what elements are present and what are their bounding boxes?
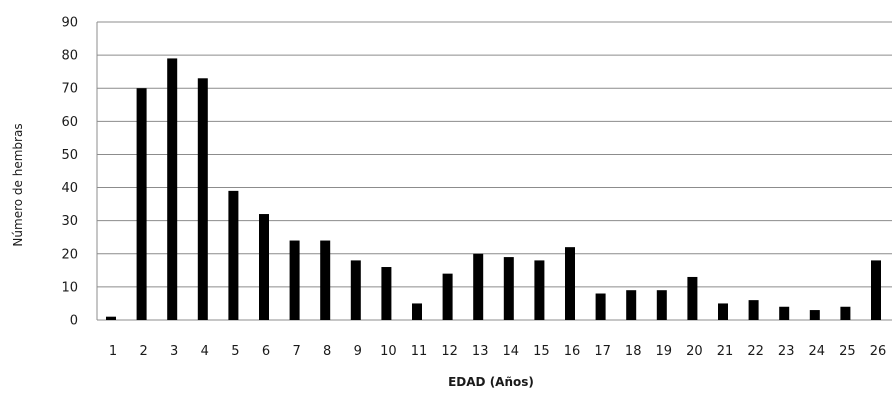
x-tick-label: 7 [292, 344, 300, 359]
bar-age-25 [840, 306, 851, 320]
x-tick-label: 12 [441, 344, 458, 359]
bar-age-16 [565, 247, 575, 320]
bar-age-11 [412, 303, 422, 320]
x-tick-label: 15 [533, 344, 550, 359]
x-tick-label: 14 [503, 344, 520, 359]
bar-age-6 [259, 214, 269, 320]
x-tick-label: 17 [594, 344, 611, 359]
bar-age-15 [534, 260, 545, 320]
x-tick-label: 9 [354, 344, 362, 359]
bar-age-13 [473, 253, 484, 320]
bar-age-26 [871, 260, 881, 320]
bar-age-12 [442, 273, 453, 320]
bar-age-22 [748, 300, 759, 320]
x-tick-label: 24 [809, 344, 826, 359]
bar-age-24 [809, 310, 820, 320]
bar-age-8 [320, 240, 331, 320]
bar-age-17 [595, 293, 606, 320]
y-tick-label: 30 [61, 214, 78, 229]
bar-age-5 [228, 190, 239, 320]
x-tick-label: 1 [109, 344, 117, 359]
y-axis-title: Número de hembras [11, 123, 25, 246]
x-tick-label: 18 [625, 344, 642, 359]
y-tick-label: 70 [61, 82, 78, 97]
bar-age-4 [197, 78, 208, 321]
x-tick-label: 6 [262, 344, 270, 359]
bar-age-2 [136, 88, 147, 320]
bar-age-10 [381, 267, 392, 320]
bar-age-23 [779, 306, 790, 320]
y-tick-label: 90 [61, 16, 78, 31]
bar-age-19 [656, 290, 667, 320]
x-tick-label: 11 [411, 344, 428, 359]
x-tick-label: 25 [839, 344, 856, 359]
y-tick-label: 0 [70, 314, 78, 329]
x-tick-label: 4 [201, 344, 209, 359]
y-tick-label: 40 [61, 181, 78, 196]
bar-age-9 [350, 260, 361, 320]
bar-age-14 [503, 257, 514, 320]
x-tick-label: 23 [778, 344, 795, 359]
bar-age-18 [626, 290, 637, 320]
y-tick-label: 60 [61, 115, 78, 130]
x-tick-label: 10 [380, 344, 397, 359]
x-tick-label: 16 [564, 344, 581, 359]
y-tick-label: 80 [61, 49, 78, 64]
bar-age-20 [687, 276, 698, 320]
x-axis-tick-labels: 1 2 3 4 5 6 7 8 9 10 11 12 13 14 15 16 17 18 19 20 21 22 23 24 2… [109, 344, 886, 359]
y-tick-label: 10 [61, 280, 78, 295]
x-tick-label: 2 [139, 344, 147, 359]
x-axis-title: EDAD (Años) [448, 375, 534, 389]
y-axis-tick-labels: 0 10 20 30 40 50 60 70 80 90 [61, 16, 78, 329]
gridlines [97, 21, 892, 321]
x-tick-label: 3 [170, 344, 178, 359]
y-tick-label: 20 [61, 247, 78, 262]
bar-age-3 [167, 58, 178, 321]
x-tick-label: 13 [472, 344, 489, 359]
bar-age-7 [289, 240, 300, 320]
bar-age-21 [718, 303, 728, 320]
x-tick-label: 19 [656, 344, 673, 359]
x-tick-label: 5 [231, 344, 239, 359]
x-tick-label: 22 [747, 344, 764, 359]
x-tick-label: 21 [717, 344, 734, 359]
bar-age-1 [106, 316, 116, 320]
x-tick-label: 20 [686, 344, 703, 359]
x-tick-label: 8 [323, 344, 331, 359]
x-tick-label: 26 [870, 344, 887, 359]
bars [106, 58, 881, 321]
y-tick-label: 50 [61, 148, 78, 163]
